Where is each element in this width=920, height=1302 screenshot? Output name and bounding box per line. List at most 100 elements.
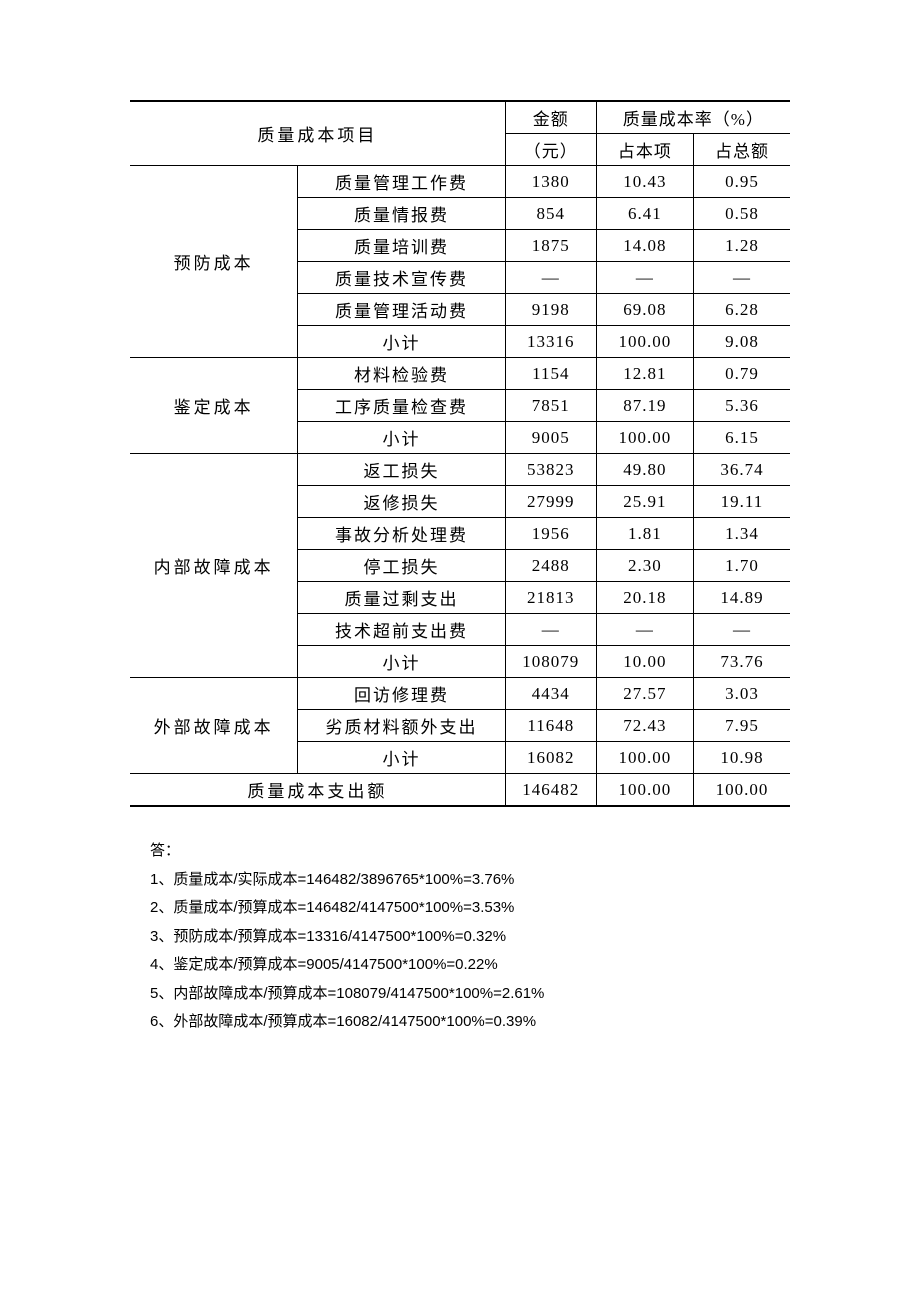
answer-line: 5、内部故障成本/预算成本=108079/4147500*100%=2.61% <box>150 980 860 1009</box>
row-r2: 6.15 <box>693 422 790 454</box>
row-item: 事故分析处理费 <box>298 518 506 550</box>
row-amount: 854 <box>505 198 596 230</box>
row-amount: 11648 <box>505 710 596 742</box>
row-r1: — <box>596 614 693 646</box>
row-r1: 25.91 <box>596 486 693 518</box>
row-amount: 9005 <box>505 422 596 454</box>
row-r2: 0.58 <box>693 198 790 230</box>
row-r2: 1.34 <box>693 518 790 550</box>
row-r2: 10.98 <box>693 742 790 774</box>
total-label: 质量成本支出额 <box>130 774 505 807</box>
row-item: 质量培训费 <box>298 230 506 262</box>
row-item: 小计 <box>298 422 506 454</box>
row-r2: 7.95 <box>693 710 790 742</box>
row-r1: 27.57 <box>596 678 693 710</box>
row-amount: 1875 <box>505 230 596 262</box>
row-amount: — <box>505 614 596 646</box>
hdr-amount: 金额 <box>505 101 596 134</box>
group-name: 鉴定成本 <box>130 358 298 454</box>
row-item: 质量技术宣传费 <box>298 262 506 294</box>
row-r1: 2.30 <box>596 550 693 582</box>
row-item: 劣质材料额外支出 <box>298 710 506 742</box>
row-amount: 2488 <box>505 550 596 582</box>
row-r1: 10.43 <box>596 166 693 198</box>
row-item: 质量管理活动费 <box>298 294 506 326</box>
row-item: 质量情报费 <box>298 198 506 230</box>
answer-line: 3、预防成本/预算成本=13316/4147500*100%=0.32% <box>150 923 860 952</box>
row-item: 技术超前支出费 <box>298 614 506 646</box>
row-r1: 69.08 <box>596 294 693 326</box>
cost-table-container: 质量成本项目 金额 质量成本率（%） （元） 占本项 占总额 预防成本 质量管理… <box>130 100 790 807</box>
row-r2: 73.76 <box>693 646 790 678</box>
row-item: 质量管理工作费 <box>298 166 506 198</box>
row-r1: 100.00 <box>596 422 693 454</box>
table-header-row-1: 质量成本项目 金额 质量成本率（%） <box>130 101 790 134</box>
row-r1: — <box>596 262 693 294</box>
answer-line: 2、质量成本/预算成本=146482/4147500*100%=3.53% <box>150 894 860 923</box>
answer-line: 6、外部故障成本/预算成本=16082/4147500*100%=0.39% <box>150 1008 860 1037</box>
row-item: 小计 <box>298 646 506 678</box>
row-r1: 100.00 <box>596 742 693 774</box>
row-r2: — <box>693 262 790 294</box>
answer-line: 1、质量成本/实际成本=146482/3896765*100%=3.76% <box>150 866 860 895</box>
row-amount: 13316 <box>505 326 596 358</box>
row-item: 材料检验费 <box>298 358 506 390</box>
quality-cost-table: 质量成本项目 金额 质量成本率（%） （元） 占本项 占总额 预防成本 质量管理… <box>130 100 790 807</box>
row-r1: 87.19 <box>596 390 693 422</box>
row-amount: — <box>505 262 596 294</box>
group-name: 内部故障成本 <box>130 454 298 678</box>
row-r2: 1.28 <box>693 230 790 262</box>
table-total-row: 质量成本支出额 146482 100.00 100.00 <box>130 774 790 807</box>
row-r2: 1.70 <box>693 550 790 582</box>
row-amount: 1956 <box>505 518 596 550</box>
row-r2: 0.95 <box>693 166 790 198</box>
row-r2: 6.28 <box>693 294 790 326</box>
row-r1: 100.00 <box>596 326 693 358</box>
table-row: 外部故障成本 回访修理费 4434 27.57 3.03 <box>130 678 790 710</box>
hdr-project: 质量成本项目 <box>130 101 505 166</box>
row-amount: 16082 <box>505 742 596 774</box>
row-r1: 1.81 <box>596 518 693 550</box>
total-r2: 100.00 <box>693 774 790 807</box>
row-r1: 20.18 <box>596 582 693 614</box>
row-item: 工序质量检查费 <box>298 390 506 422</box>
total-r1: 100.00 <box>596 774 693 807</box>
row-item: 回访修理费 <box>298 678 506 710</box>
total-amount: 146482 <box>505 774 596 807</box>
answers-heading: 答： <box>150 837 860 866</box>
answer-line: 4、鉴定成本/预算成本=9005/4147500*100%=0.22% <box>150 951 860 980</box>
row-item: 小计 <box>298 326 506 358</box>
row-r2: 0.79 <box>693 358 790 390</box>
row-r2: 9.08 <box>693 326 790 358</box>
table-row: 鉴定成本 材料检验费 1154 12.81 0.79 <box>130 358 790 390</box>
row-amount: 7851 <box>505 390 596 422</box>
row-r2: 5.36 <box>693 390 790 422</box>
row-r1: 72.43 <box>596 710 693 742</box>
row-amount: 108079 <box>505 646 596 678</box>
answers-block: 答： 1、质量成本/实际成本=146482/3896765*100%=3.76%… <box>150 837 860 1037</box>
row-item: 停工损失 <box>298 550 506 582</box>
group-name: 外部故障成本 <box>130 678 298 774</box>
row-r1: 12.81 <box>596 358 693 390</box>
row-r1: 49.80 <box>596 454 693 486</box>
row-r1: 10.00 <box>596 646 693 678</box>
row-amount: 27999 <box>505 486 596 518</box>
table-row: 预防成本 质量管理工作费 1380 10.43 0.95 <box>130 166 790 198</box>
row-amount: 1154 <box>505 358 596 390</box>
row-amount: 9198 <box>505 294 596 326</box>
hdr-rate: 质量成本率（%） <box>596 101 790 134</box>
row-amount: 21813 <box>505 582 596 614</box>
group-name: 预防成本 <box>130 166 298 358</box>
table-row: 内部故障成本 返工损失 53823 49.80 36.74 <box>130 454 790 486</box>
row-item: 返工损失 <box>298 454 506 486</box>
row-amount: 4434 <box>505 678 596 710</box>
row-item: 质量过剩支出 <box>298 582 506 614</box>
hdr-rate-sub2: 占总额 <box>693 134 790 166</box>
row-r2: — <box>693 614 790 646</box>
row-r2: 19.11 <box>693 486 790 518</box>
row-amount: 1380 <box>505 166 596 198</box>
hdr-amount-unit: （元） <box>505 134 596 166</box>
row-r2: 3.03 <box>693 678 790 710</box>
row-item: 小计 <box>298 742 506 774</box>
row-item: 返修损失 <box>298 486 506 518</box>
